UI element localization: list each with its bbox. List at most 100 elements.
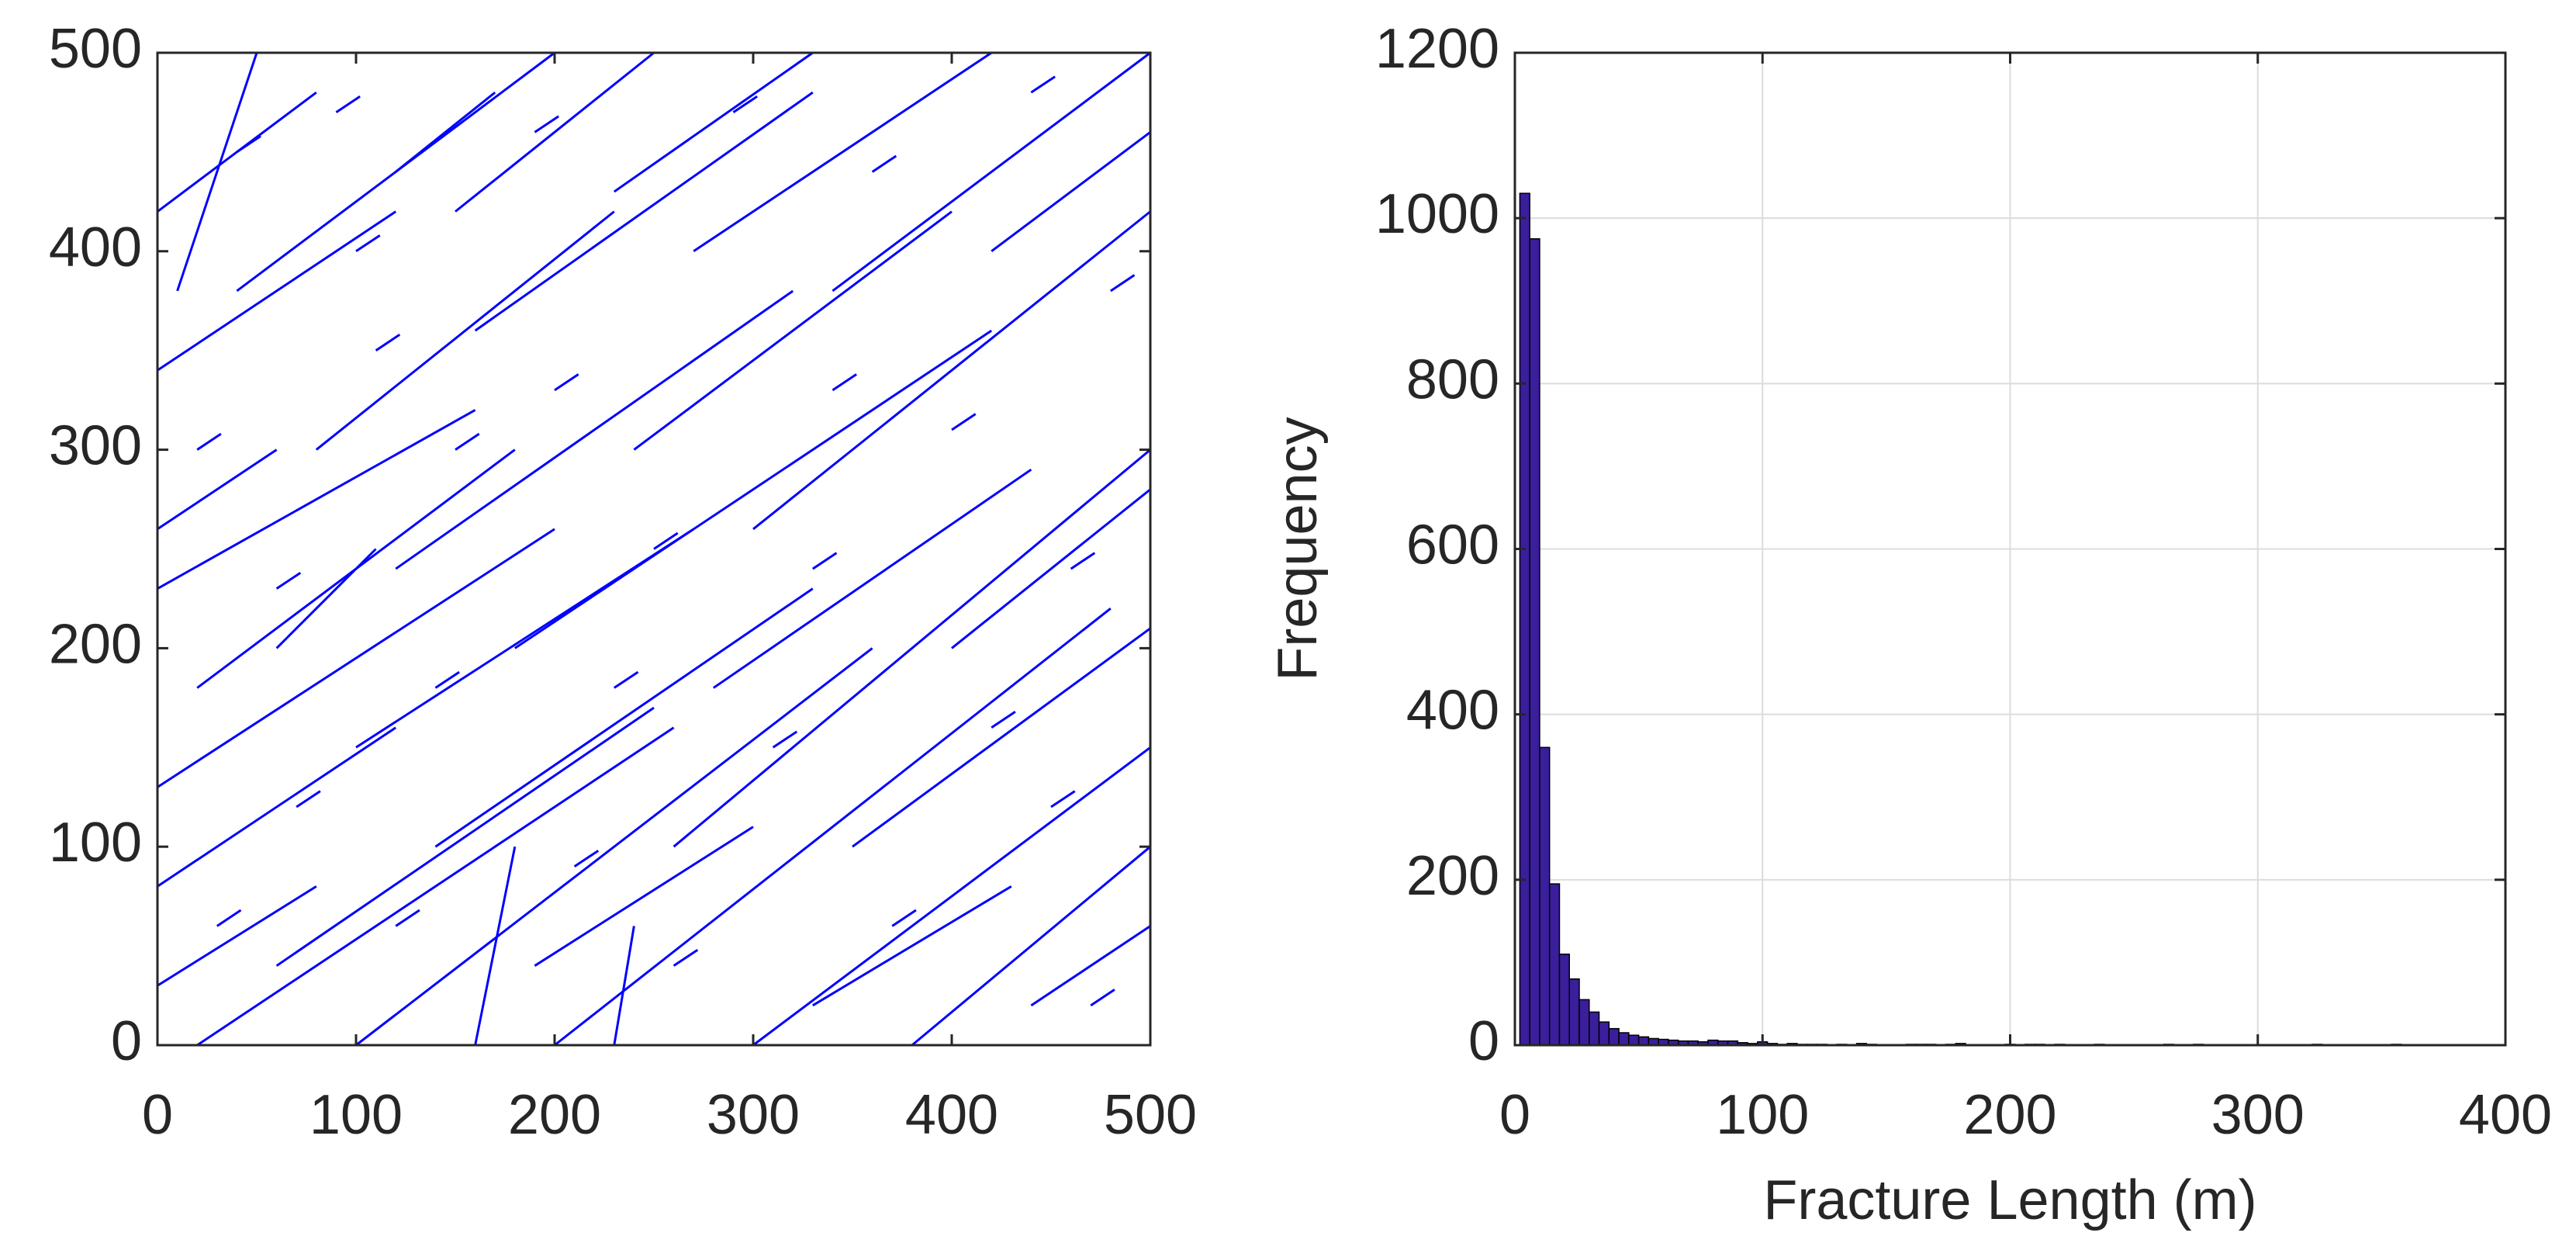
fracture	[157, 528, 555, 788]
bar	[1618, 1032, 1630, 1046]
x-tick-label: 300	[2211, 1084, 2305, 1146]
y-tick-label: 800	[1406, 348, 1499, 410]
fracture	[157, 448, 278, 531]
y-tick-label: 400	[49, 216, 142, 279]
fracture	[296, 790, 321, 809]
fracture	[513, 329, 993, 649]
fracture	[951, 488, 1151, 649]
fracture	[811, 552, 838, 570]
fracture	[554, 373, 579, 392]
fracture	[355, 647, 873, 1047]
fracture	[395, 909, 420, 927]
fracture	[752, 210, 1151, 531]
x-axis-label: Fracture Length (m)	[1763, 1169, 2256, 1231]
fracture	[355, 234, 381, 253]
fracture	[1070, 552, 1096, 570]
bar	[1589, 1011, 1600, 1046]
fracture	[395, 91, 496, 173]
fracture	[455, 432, 480, 451]
fracture	[1090, 989, 1115, 1007]
bar	[1598, 1021, 1610, 1046]
fracture	[673, 948, 699, 967]
fracture	[1030, 75, 1056, 94]
fracture	[554, 608, 1112, 1047]
x-tick-label: 400	[2459, 1084, 2552, 1146]
fracture	[871, 154, 897, 173]
y-tick-label: 0	[111, 1010, 142, 1072]
fracture	[216, 909, 242, 927]
y-tick-label: 0	[1468, 1010, 1499, 1072]
fracture	[673, 448, 1151, 848]
fracture	[534, 826, 754, 967]
fracture	[653, 532, 679, 550]
fracture	[1109, 274, 1136, 293]
y-tick-label: 200	[49, 613, 142, 675]
axes-box	[156, 51, 1152, 1047]
fracture	[157, 91, 317, 213]
bar	[1519, 192, 1530, 1046]
fracture	[613, 51, 814, 193]
fracture	[275, 548, 377, 649]
fracture	[196, 726, 675, 1047]
y-axis-label: Frequency	[1267, 417, 1329, 680]
fracture	[1030, 925, 1151, 1007]
fracture	[573, 850, 600, 868]
fracture	[1050, 790, 1076, 809]
bar	[1539, 746, 1551, 1046]
fracture	[434, 587, 814, 848]
x-tick-label: 100	[1716, 1084, 1809, 1146]
y-tick-label: 400	[1406, 680, 1499, 742]
x-tick-label: 0	[142, 1084, 173, 1146]
y-tick-label: 300	[49, 415, 142, 477]
fracture	[474, 846, 517, 1046]
y-tick-label: 1200	[1375, 18, 1499, 80]
bar	[1637, 1036, 1650, 1046]
fracture	[455, 51, 655, 213]
fracture	[832, 373, 857, 392]
fracture	[236, 135, 261, 154]
bar	[1558, 954, 1570, 1046]
fracture	[275, 571, 302, 590]
x-tick-label: 0	[1499, 1084, 1530, 1146]
fracture	[772, 730, 798, 749]
fracture	[712, 468, 1032, 689]
fracture	[315, 210, 615, 451]
bar	[1628, 1034, 1640, 1046]
fracture	[832, 51, 1151, 293]
fracture	[752, 746, 1151, 1047]
fracture	[474, 91, 814, 332]
fracture	[613, 926, 635, 1046]
fracture	[196, 432, 222, 451]
x-tick-label: 100	[309, 1084, 403, 1146]
bar	[1608, 1027, 1620, 1046]
fracture	[434, 670, 460, 689]
fracture	[951, 413, 977, 431]
fracture	[375, 333, 401, 351]
y-tick-label: 600	[1406, 514, 1499, 577]
fracture	[157, 409, 476, 590]
x-tick-label: 200	[508, 1084, 601, 1146]
fracture	[991, 711, 1016, 729]
fracture	[911, 846, 1151, 1047]
fracture	[275, 706, 655, 967]
bar	[1548, 883, 1561, 1046]
fracture	[852, 627, 1151, 848]
fracture	[534, 115, 559, 133]
x-tick-label: 400	[905, 1084, 998, 1146]
bar	[1529, 238, 1540, 1046]
fracture	[176, 52, 258, 292]
fracture	[891, 909, 917, 927]
fracture	[395, 289, 794, 570]
fracture	[157, 885, 317, 987]
x-tick-label: 200	[1963, 1084, 2056, 1146]
fracture	[633, 210, 953, 451]
fracture	[812, 885, 1012, 1007]
bar	[1578, 999, 1590, 1046]
y-tick-label: 1000	[1375, 183, 1499, 245]
bar	[1568, 978, 1580, 1046]
fracture	[355, 528, 695, 749]
x-tick-label: 500	[1104, 1084, 1197, 1146]
fracture	[991, 131, 1151, 253]
fracture	[693, 51, 993, 253]
